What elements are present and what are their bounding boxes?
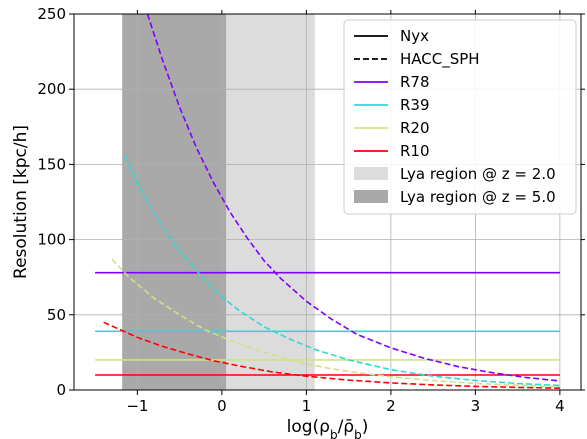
- x-tick-label: 3: [471, 397, 481, 415]
- x-tick-label: 1: [302, 397, 312, 415]
- y-axis-label: Resolution [kpc/h]: [11, 125, 31, 279]
- legend-box: [343, 19, 577, 215]
- series-line-r10-hacc-sph: [103, 321, 560, 389]
- series-lines: [95, 14, 560, 389]
- x-tick-label: 2: [386, 397, 396, 415]
- y-tick-label: 50: [47, 306, 66, 324]
- y-tick-label: 250: [37, 5, 66, 23]
- legend-label-r10: R10: [400, 142, 430, 160]
- legend-label-r39: R39: [400, 96, 430, 114]
- x-tick-label: 4: [555, 397, 565, 415]
- x-tick-label: 0: [217, 397, 227, 415]
- legend-label-lya-region-z-5-0: Lya region @ z = 5.0: [400, 188, 556, 206]
- shaded-regions: [122, 14, 315, 390]
- axis-ticks: −1 0 1 2 3 4 0 50 100 150 200 250: [37, 5, 585, 415]
- legend-label-r78: R78: [400, 73, 430, 91]
- shaded-region-z5: [122, 14, 227, 390]
- x-axis-label: log(ρb/ρ̄b): [287, 417, 369, 439]
- legend-label-hacc-sph: HACC_SPH: [400, 50, 480, 69]
- legend-swatch-lya-region-z-2-0: [354, 167, 388, 180]
- series-line-r78-hacc-sph: [146, 14, 560, 382]
- legend-label-r20: R20: [400, 119, 430, 137]
- y-tick-label: 100: [37, 231, 66, 249]
- series-line-r20-hacc-sph: [111, 258, 560, 388]
- y-tick-label: 150: [37, 155, 66, 173]
- legend-label-lya-region-z-2-0: Lya region @ z = 2.0: [400, 165, 556, 183]
- y-tick-label: 200: [37, 80, 66, 98]
- series-line-r39-hacc-sph: [123, 155, 560, 387]
- x-tick-label: −1: [126, 397, 148, 415]
- legend: Nyx HACC_SPH R78 R39 R20 R10 Lya region @ z = …: [343, 19, 577, 215]
- legend-label-nyx: Nyx: [400, 27, 429, 45]
- y-tick-label: 0: [56, 381, 66, 399]
- legend-swatch-lya-region-z-5-0: [354, 190, 388, 203]
- plot-frame: [73, 13, 582, 391]
